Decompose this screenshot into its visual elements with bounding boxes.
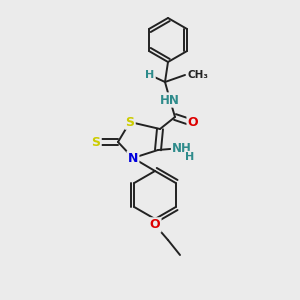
Text: H: H (185, 152, 195, 162)
Text: NH: NH (172, 142, 192, 154)
Text: N: N (128, 152, 138, 164)
Text: HN: HN (160, 94, 180, 106)
Text: S: S (125, 116, 134, 128)
Text: O: O (150, 218, 160, 232)
Text: S: S (92, 136, 100, 148)
Text: CH₃: CH₃ (187, 70, 208, 80)
Text: O: O (188, 116, 198, 130)
Text: H: H (146, 70, 154, 80)
